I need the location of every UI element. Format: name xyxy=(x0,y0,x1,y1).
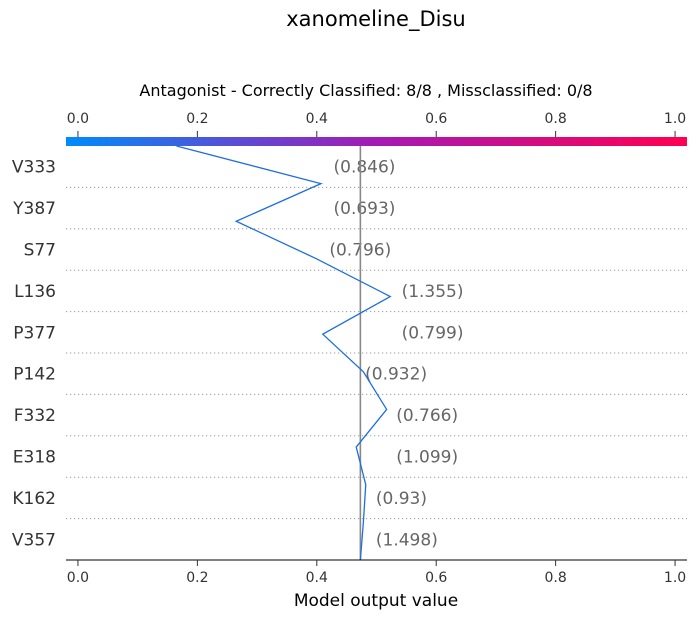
feature-value-label: (0.799) xyxy=(402,323,464,343)
feature-label: V357 xyxy=(12,530,56,550)
feature-label: V333 xyxy=(12,158,56,178)
feature-value-label: (0.932) xyxy=(365,365,427,385)
feature-value-label: (1.498) xyxy=(376,530,438,550)
feature-value-label: (0.693) xyxy=(334,199,396,219)
feature-value-label: (1.355) xyxy=(402,282,464,302)
bottom-tick-label: 0.4 xyxy=(306,570,328,586)
bottom-tick-label: 0.8 xyxy=(545,570,567,586)
x-axis-label: Model output value xyxy=(294,591,458,611)
bottom-axis-ticks: 0.0 0.2 0.4 0.6 0.8 1.0 xyxy=(67,560,686,586)
chart-title: xanomeline_Disu xyxy=(286,7,465,32)
bottom-tick-label: 1.0 xyxy=(664,570,686,586)
feature-label: E318 xyxy=(13,448,56,468)
decision-path-line xyxy=(176,145,392,561)
feature-value-label: (0.766) xyxy=(396,406,458,426)
chart-subtitle: Antagonist - Correctly Classified: 8/8 ,… xyxy=(139,81,592,100)
feature-value-label: (0.93) xyxy=(376,489,427,509)
top-tick-label: 1.0 xyxy=(664,111,686,127)
bottom-tick-label: 0.6 xyxy=(425,570,447,586)
top-tick-label: 0.8 xyxy=(545,111,567,127)
top-tick-label: 0.2 xyxy=(186,111,208,127)
feature-label: P142 xyxy=(13,365,56,385)
feature-label: K162 xyxy=(12,489,56,509)
feature-label: S77 xyxy=(24,241,56,261)
bottom-tick-label: 0.2 xyxy=(186,570,208,586)
feature-label: F332 xyxy=(14,406,56,426)
feature-value-label: (1.099) xyxy=(396,448,458,468)
colorbar xyxy=(66,137,687,146)
top-tick-label: 0.4 xyxy=(306,111,328,127)
top-axis-ticks: 0.0 0.2 0.4 0.6 0.8 1.0 xyxy=(67,111,686,137)
feature-label: L136 xyxy=(14,282,56,302)
feature-label: Y387 xyxy=(12,199,56,219)
top-tick-label: 0.0 xyxy=(67,111,89,127)
feature-value-label: (0.846) xyxy=(334,158,396,178)
feature-rows: V333 (0.846)Y387 (0.693)S77 (0.796)L136 (1.3… xyxy=(12,158,687,550)
feature-label: P377 xyxy=(13,323,56,343)
top-tick-label: 0.6 xyxy=(425,111,447,127)
bottom-tick-label: 0.0 xyxy=(67,570,89,586)
